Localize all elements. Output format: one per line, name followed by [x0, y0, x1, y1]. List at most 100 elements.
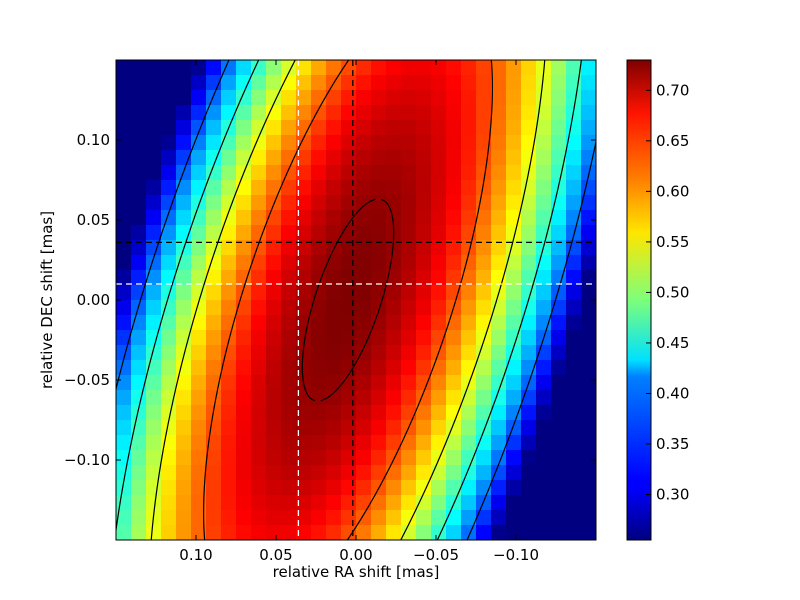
heatmap-cell	[146, 420, 162, 436]
heatmap-cell	[491, 315, 507, 331]
heatmap-cell	[386, 390, 402, 406]
heatmap-cell	[551, 390, 567, 406]
heatmap-cell	[206, 300, 222, 316]
heatmap-cell	[446, 75, 462, 91]
heatmap-cell	[506, 330, 522, 346]
heatmap-cell	[326, 150, 342, 166]
heatmap-cell	[446, 105, 462, 121]
heatmap-cell	[431, 180, 447, 196]
heatmap-cell	[386, 240, 402, 256]
heatmap-cell	[176, 315, 192, 331]
heatmap-cell	[281, 195, 297, 211]
heatmap-cell	[251, 105, 267, 121]
heatmap-cell	[506, 120, 522, 136]
heatmap-cell	[581, 105, 596, 121]
colorbar-tick-label: 0.40	[656, 384, 689, 402]
heatmap-cell	[476, 105, 492, 121]
heatmap-cell	[566, 315, 582, 331]
heatmap-cell	[491, 345, 507, 361]
heatmap-cell	[386, 60, 402, 76]
heatmap-cell	[491, 210, 507, 226]
heatmap-cell	[191, 330, 207, 346]
heatmap-cell	[476, 165, 492, 181]
heatmap-cell	[506, 525, 522, 540]
heatmap-cell	[161, 180, 177, 196]
heatmap-cell	[296, 60, 312, 76]
heatmap-cell	[431, 135, 447, 151]
heatmap-cell	[581, 360, 596, 376]
heatmap-cell	[341, 405, 357, 421]
heatmap-cell	[566, 60, 582, 76]
heatmap-cell	[236, 75, 252, 91]
heatmap-cell	[146, 405, 162, 421]
heatmap-cell	[311, 90, 327, 106]
heatmap-cell	[146, 270, 162, 286]
heatmap-cell	[581, 60, 596, 76]
heatmap-cell	[326, 165, 342, 181]
heatmap-cell	[326, 405, 342, 421]
heatmap-cell	[401, 435, 417, 451]
heatmap-cell	[131, 495, 147, 511]
heatmap-cell	[506, 75, 522, 91]
heatmap-cell	[266, 105, 282, 121]
heatmap-cell	[236, 105, 252, 121]
heatmap-cell	[116, 465, 132, 481]
heatmap-cell	[386, 480, 402, 496]
heatmap-cell	[191, 210, 207, 226]
heatmap-cell	[416, 435, 432, 451]
heatmap-cell	[296, 330, 312, 346]
heatmap-cell	[431, 450, 447, 466]
heatmap-cell	[356, 225, 372, 241]
heatmap-cell	[416, 75, 432, 91]
heatmap-cell	[161, 510, 177, 526]
heatmap-cell	[146, 465, 162, 481]
heatmap-cell	[431, 390, 447, 406]
heatmap-cell	[326, 105, 342, 121]
heatmap-cell	[476, 270, 492, 286]
heatmap-cell	[236, 480, 252, 496]
heatmap-cell	[416, 525, 432, 540]
heatmap-cell	[536, 480, 552, 496]
heatmap-cell	[491, 60, 507, 76]
heatmap-cell	[446, 180, 462, 196]
heatmap-cell	[431, 270, 447, 286]
colorbar-tick-label: 0.50	[656, 283, 689, 301]
colorbar-ticks: 0.30 0.35 0.40 0.45 0.50 0.55 0.60 0.65 0.70	[646, 81, 689, 504]
heatmap-cell	[536, 285, 552, 301]
heatmap-cell	[311, 495, 327, 511]
heatmap-cell	[491, 525, 507, 540]
heatmap-cell	[281, 270, 297, 286]
heatmap-cell	[536, 435, 552, 451]
heatmap-cell	[251, 270, 267, 286]
heatmap-cell	[341, 345, 357, 361]
heatmap-cell	[371, 120, 387, 136]
heatmap-cell	[131, 255, 147, 271]
heatmap-cell	[371, 225, 387, 241]
colorbar-tick-label: 0.45	[656, 334, 689, 352]
heatmap-cell	[296, 105, 312, 121]
heatmap-cell	[551, 225, 567, 241]
heatmap-cell	[386, 360, 402, 376]
heatmap-cell	[236, 345, 252, 361]
heatmap-cell	[416, 360, 432, 376]
heatmap-cell	[536, 405, 552, 421]
heatmap-cell	[476, 525, 492, 540]
heatmap-cell	[416, 120, 432, 136]
heatmap-cell	[461, 210, 477, 226]
heatmap-cell	[176, 465, 192, 481]
heatmap-cell	[311, 375, 327, 391]
heatmap-cell	[356, 75, 372, 91]
heatmap-cell	[551, 435, 567, 451]
heatmap-cell	[551, 270, 567, 286]
heatmap-cell	[581, 180, 596, 196]
heatmap-cell	[581, 420, 596, 436]
heatmap-cell	[521, 105, 537, 121]
heatmap-cell	[311, 435, 327, 451]
heatmap-cell	[221, 60, 237, 76]
contour-line	[466, 138, 596, 540]
heatmap-cell	[401, 225, 417, 241]
heatmap-cell	[506, 375, 522, 391]
heatmap-cell	[116, 480, 132, 496]
heatmap-cell	[116, 165, 132, 181]
heatmap-cell	[161, 285, 177, 301]
